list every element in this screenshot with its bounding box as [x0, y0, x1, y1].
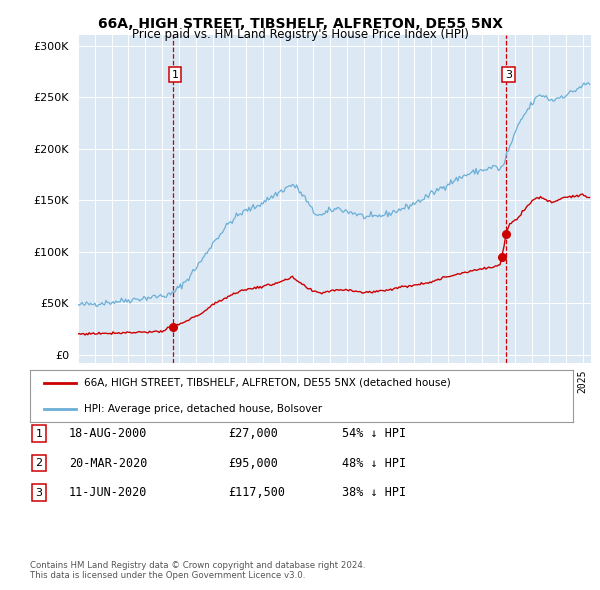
- Text: Price paid vs. HM Land Registry's House Price Index (HPI): Price paid vs. HM Land Registry's House …: [131, 28, 469, 41]
- Text: 1: 1: [35, 429, 43, 438]
- Text: 2: 2: [35, 458, 43, 468]
- Text: 3: 3: [35, 488, 43, 497]
- Text: 66A, HIGH STREET, TIBSHELF, ALFRETON, DE55 5NX: 66A, HIGH STREET, TIBSHELF, ALFRETON, DE…: [97, 17, 503, 31]
- Text: Contains HM Land Registry data © Crown copyright and database right 2024.: Contains HM Land Registry data © Crown c…: [30, 560, 365, 570]
- Text: 11-JUN-2020: 11-JUN-2020: [69, 486, 148, 499]
- Text: 48% ↓ HPI: 48% ↓ HPI: [342, 457, 406, 470]
- Text: £95,000: £95,000: [228, 457, 278, 470]
- Text: 3: 3: [505, 70, 512, 80]
- Text: 38% ↓ HPI: 38% ↓ HPI: [342, 486, 406, 499]
- Text: HPI: Average price, detached house, Bolsover: HPI: Average price, detached house, Bols…: [85, 404, 322, 414]
- Text: 18-AUG-2000: 18-AUG-2000: [69, 427, 148, 440]
- Text: £27,000: £27,000: [228, 427, 278, 440]
- Text: 20-MAR-2020: 20-MAR-2020: [69, 457, 148, 470]
- Text: £117,500: £117,500: [228, 486, 285, 499]
- Text: 54% ↓ HPI: 54% ↓ HPI: [342, 427, 406, 440]
- Text: 66A, HIGH STREET, TIBSHELF, ALFRETON, DE55 5NX (detached house): 66A, HIGH STREET, TIBSHELF, ALFRETON, DE…: [85, 378, 451, 388]
- Text: 1: 1: [172, 70, 179, 80]
- Text: This data is licensed under the Open Government Licence v3.0.: This data is licensed under the Open Gov…: [30, 571, 305, 580]
